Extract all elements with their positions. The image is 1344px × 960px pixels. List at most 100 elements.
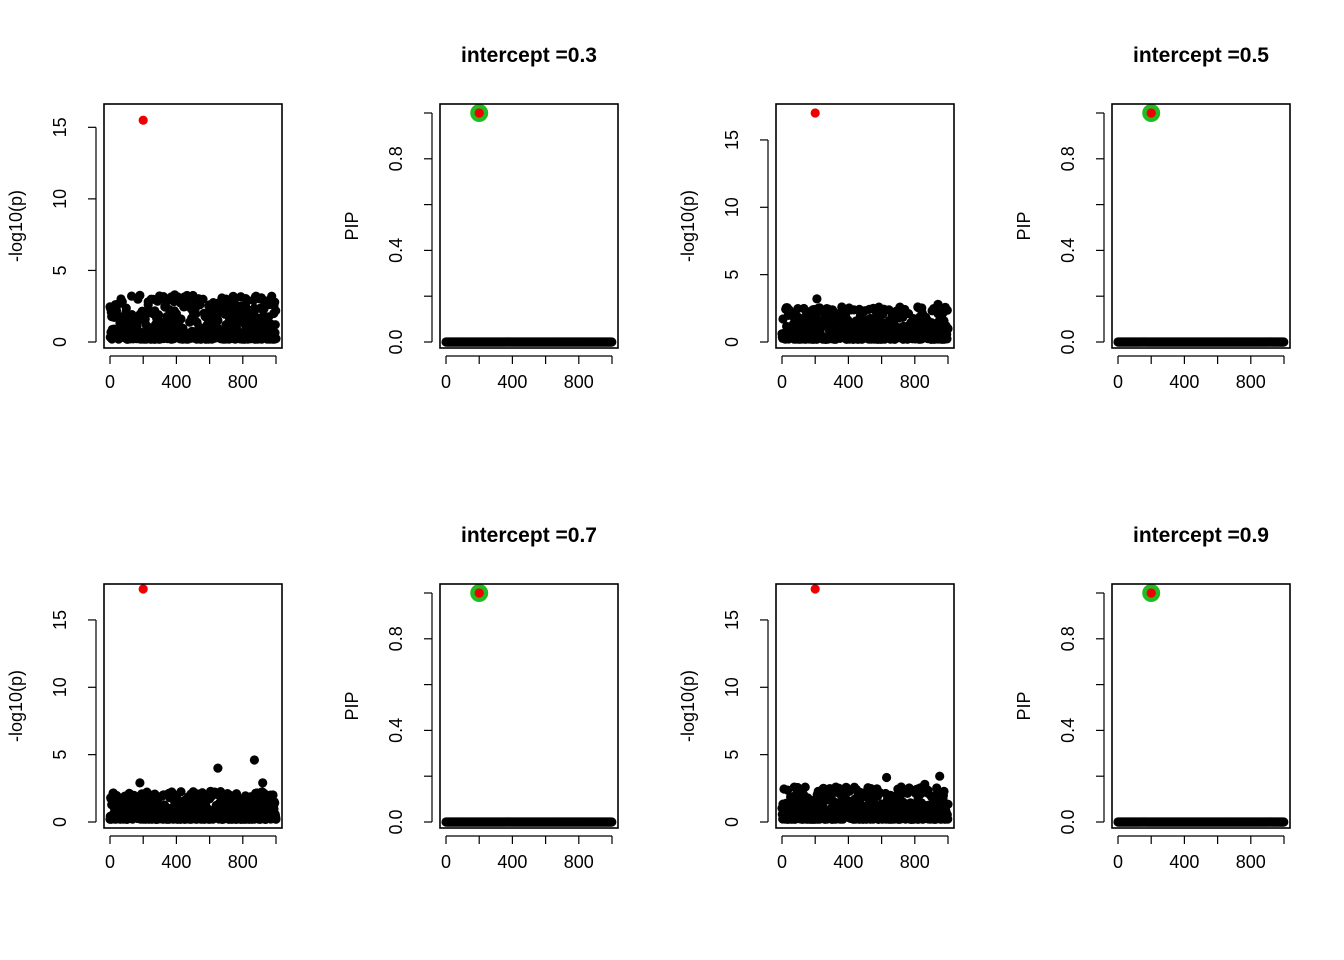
y-axis-label: PIP <box>1014 691 1034 720</box>
y-tick-label: 0.4 <box>386 718 406 743</box>
x-tick-label: 800 <box>900 852 930 872</box>
x-tick-label: 800 <box>564 372 594 392</box>
highlight-point <box>1146 108 1156 118</box>
data-point <box>198 294 208 304</box>
y-axis-label: -log10(p) <box>678 670 698 742</box>
panel-6: intercept =0.7 0 400 800 0.0 0.4 0.8 PIP <box>342 524 619 872</box>
data-point <box>271 306 281 316</box>
x-tick-label: 800 <box>900 372 930 392</box>
x-tick-label: 800 <box>1236 372 1266 392</box>
y-axis: 0.0 0.4 0.8 <box>1058 592 1105 835</box>
data-point <box>943 324 953 334</box>
x-tick-label: 800 <box>564 852 594 872</box>
data-point <box>191 309 201 319</box>
y-tick-label: 10 <box>722 677 742 697</box>
x-tick-label: 400 <box>161 852 191 872</box>
panel-title: intercept =0.7 <box>461 524 597 547</box>
data-points <box>777 771 953 824</box>
y-tick-label: 15 <box>50 117 70 137</box>
data-point <box>920 779 930 789</box>
data-point <box>270 798 280 808</box>
y-axis-label: -log10(p) <box>678 190 698 262</box>
y-tick-label: 0 <box>722 337 742 347</box>
panel-title: intercept =0.9 <box>1133 524 1269 547</box>
y-axis: 0.0 0.4 0.8 <box>386 592 433 835</box>
panel-title: intercept =0.5 <box>1133 44 1269 67</box>
panel-2: intercept =0.3 0 400 800 0.0 0.4 0.8 PIP <box>342 44 619 392</box>
data-point <box>143 300 153 310</box>
y-tick-label: 0.8 <box>1058 626 1078 651</box>
data-points <box>441 337 617 347</box>
data-point <box>135 290 145 300</box>
x-tick-label: 400 <box>161 372 191 392</box>
data-point <box>1279 337 1289 347</box>
y-tick-label: 15 <box>722 610 742 630</box>
x-tick-label: 800 <box>228 852 258 872</box>
x-tick-label: 800 <box>1236 852 1266 872</box>
data-points <box>441 817 617 827</box>
plot-frame <box>1111 103 1291 349</box>
data-point <box>868 303 878 313</box>
plot-frame <box>103 103 283 349</box>
panel-3: 0 400 800 0 5 10 15 -log10(p) <box>678 103 955 392</box>
x-axis: 0 400 800 <box>441 355 613 392</box>
y-axis: 0 5 10 15 <box>50 610 97 827</box>
panel-8: intercept =0.9 0 400 800 0.0 0.4 0.8 PIP <box>1014 524 1291 872</box>
data-point <box>205 300 215 310</box>
y-tick-label: 0.8 <box>1058 146 1078 171</box>
data-point <box>176 787 186 797</box>
data-point <box>135 778 145 788</box>
y-tick-label: 0.4 <box>1058 718 1078 743</box>
x-tick-label: 400 <box>497 372 527 392</box>
data-point <box>943 799 953 809</box>
y-tick-label: 0.8 <box>386 626 406 651</box>
x-tick-label: 800 <box>228 372 258 392</box>
panel-4: intercept =0.5 0 400 800 0.0 0.4 0.8 PIP <box>1014 44 1291 392</box>
x-axis: 0 400 800 <box>441 835 613 872</box>
data-point <box>942 305 952 315</box>
data-point <box>264 295 274 306</box>
highlight-point <box>810 584 820 594</box>
y-axis-label: PIP <box>342 691 362 720</box>
x-tick-label: 400 <box>833 852 863 872</box>
data-point <box>800 782 810 792</box>
data-point <box>607 817 617 827</box>
x-tick-label: 0 <box>441 372 451 392</box>
x-axis: 0 400 800 <box>105 355 277 392</box>
data-points <box>777 294 953 344</box>
panel-7: 0 400 800 0 5 10 15 -log10(p) <box>678 583 955 872</box>
y-tick-label: 0.4 <box>1058 238 1078 263</box>
data-point <box>221 294 231 304</box>
y-axis: 0 5 10 15 <box>722 130 769 347</box>
data-point <box>837 302 847 312</box>
y-tick-label: 15 <box>722 130 742 150</box>
y-tick-label: 15 <box>50 610 70 630</box>
data-point <box>121 303 131 313</box>
data-point <box>251 291 261 301</box>
y-tick-label: 0.0 <box>386 809 406 834</box>
data-points <box>105 755 281 824</box>
y-tick-label: 10 <box>722 197 742 217</box>
y-tick-label: 5 <box>722 270 742 280</box>
data-point <box>258 778 268 788</box>
y-tick-label: 5 <box>722 750 742 760</box>
plot-frame <box>775 103 955 349</box>
y-axis: 0.0 0.4 0.8 <box>1058 112 1105 355</box>
y-tick-label: 0 <box>50 817 70 827</box>
highlight-point <box>138 115 148 125</box>
data-point <box>933 299 943 309</box>
data-points <box>1113 337 1289 347</box>
data-points <box>105 290 281 344</box>
y-tick-label: 5 <box>50 750 70 760</box>
x-axis: 0 400 800 <box>105 835 277 872</box>
x-tick-label: 400 <box>1169 372 1199 392</box>
panel-title: intercept =0.3 <box>461 44 597 67</box>
data-point <box>132 320 142 330</box>
x-tick-label: 0 <box>777 852 787 872</box>
y-axis-label: -log10(p) <box>6 190 26 262</box>
highlight-point <box>810 108 820 118</box>
y-axis: 0.0 0.4 0.8 <box>386 112 433 355</box>
data-point <box>818 783 829 793</box>
x-axis: 0 400 800 <box>777 835 949 872</box>
